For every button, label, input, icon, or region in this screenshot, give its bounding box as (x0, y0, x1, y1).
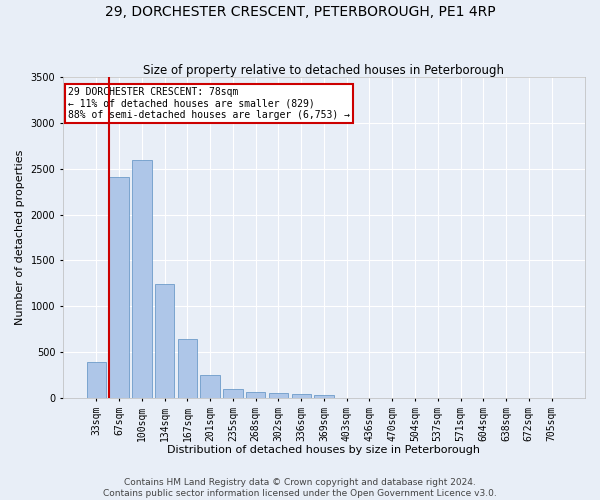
Bar (200, 374, 220, 398)
Bar (178, 340, 197, 398)
Text: 29 DORCHESTER CRESCENT: 78sqm
← 11% of detached houses are smaller (829)
88% of : 29 DORCHESTER CRESCENT: 78sqm ← 11% of d… (68, 86, 350, 120)
Bar (314, 395, 334, 398)
Bar (246, 392, 265, 398)
Bar (269, 393, 288, 398)
Bar (223, 389, 242, 398)
Bar (86, 362, 106, 398)
X-axis label: Distribution of detached houses by size in Peterborough: Distribution of detached houses by size … (167, 445, 481, 455)
Text: Contains HM Land Registry data © Crown copyright and database right 2024.
Contai: Contains HM Land Registry data © Crown c… (103, 478, 497, 498)
Bar (132, 160, 152, 398)
Y-axis label: Number of detached properties: Number of detached properties (15, 150, 25, 325)
Bar (292, 394, 311, 398)
Text: 29, DORCHESTER CRESCENT, PETERBOROUGH, PE1 4RP: 29, DORCHESTER CRESCENT, PETERBOROUGH, P… (104, 5, 496, 19)
Bar (109, 177, 129, 398)
Bar (155, 284, 175, 398)
Title: Size of property relative to detached houses in Peterborough: Size of property relative to detached ho… (143, 64, 505, 77)
